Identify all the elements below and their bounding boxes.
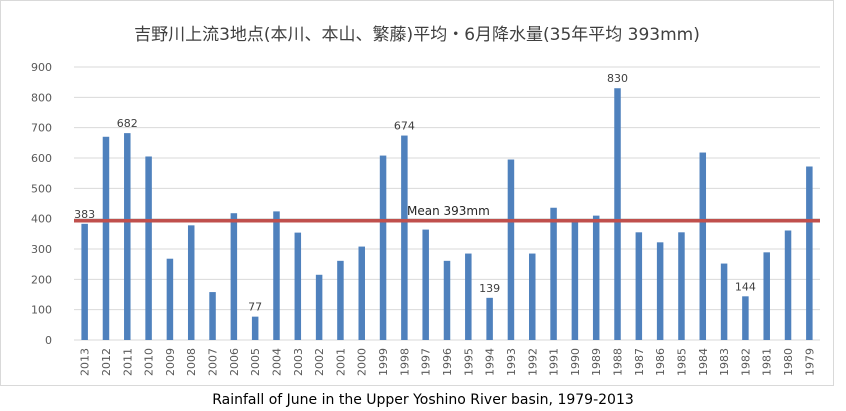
bar: [592, 215, 600, 340]
x-axis-ticks: 2013 2012 2011 2010 2009 2008 2007 2006 2005 2004…: [79, 348, 817, 376]
x-tick-label: 1980: [782, 348, 795, 376]
data-label: 139: [479, 282, 500, 295]
bar: [379, 155, 387, 340]
x-tick-label: 2003: [292, 348, 305, 376]
mean-line-group: Mean 393mm: [74, 204, 820, 223]
x-tick-label: 2006: [228, 348, 241, 376]
y-tick-label: 400: [31, 213, 52, 226]
x-tick-label: 1982: [739, 348, 752, 376]
x-tick-label: 1979: [803, 348, 816, 376]
x-tick-label: 1989: [590, 348, 603, 376]
data-label: 144: [735, 280, 756, 293]
y-tick-label: 100: [31, 304, 52, 317]
bar: [358, 246, 365, 340]
bar: [145, 156, 152, 340]
bar: [720, 263, 728, 340]
data-label: 77: [248, 301, 262, 314]
x-tick-label: 2005: [249, 348, 262, 376]
bar: [187, 225, 195, 340]
bar: [315, 274, 323, 340]
x-tick-label: 1992: [526, 348, 539, 376]
x-tick-label: 1996: [441, 348, 454, 376]
bar: [571, 220, 579, 340]
x-tick-label: 1984: [697, 348, 710, 376]
y-tick-label: 800: [31, 91, 52, 104]
x-tick-label: 2007: [207, 348, 220, 376]
x-tick-label: 2004: [270, 348, 283, 376]
x-tick-label: 2011: [121, 348, 134, 376]
data-labels: 383 682 77 674 139 830 144: [74, 72, 756, 313]
y-tick-label: 600: [31, 152, 52, 165]
bar: [294, 232, 302, 340]
y-tick-label: 0: [45, 334, 52, 347]
bar: [742, 296, 749, 340]
x-tick-label: 1985: [675, 348, 688, 376]
bar: [806, 166, 813, 340]
x-tick-label: 1981: [761, 348, 774, 376]
bar: [251, 316, 259, 340]
x-tick-label: 1983: [718, 348, 731, 376]
x-tick-label: 1986: [654, 348, 667, 376]
y-tick-label: 500: [31, 182, 52, 195]
y-tick-label: 200: [31, 273, 52, 286]
y-axis-ticks: 0 100 200 300 400 500 600 700 800 900: [31, 61, 52, 347]
bar: [614, 88, 621, 340]
x-tick-label: 1998: [398, 348, 411, 376]
bar: [635, 232, 643, 340]
x-tick-label: 1988: [612, 348, 625, 376]
bar: [337, 260, 344, 340]
bar: [273, 211, 280, 340]
x-tick-label: 1993: [505, 348, 518, 376]
x-tick-label: 2002: [313, 348, 326, 376]
bar: [465, 253, 472, 340]
x-tick-label: 2012: [100, 348, 113, 376]
x-tick-label: 1994: [484, 348, 497, 376]
x-tick-label: 2009: [164, 348, 177, 376]
data-label: 383: [74, 208, 95, 221]
y-tick-label: 900: [31, 61, 52, 74]
chart-title: 吉野川上流3地点(本川、本山、繁藤)平均・6月降水量(35年平均 393mm): [134, 25, 700, 45]
x-tick-label: 1999: [377, 348, 390, 376]
bar: [401, 135, 408, 340]
bars: [81, 88, 813, 340]
x-tick-label: 1991: [548, 348, 561, 376]
chart-caption: Rainfall of June in the Upper Yoshino Ri…: [212, 392, 634, 408]
x-tick-label: 2010: [143, 348, 156, 376]
x-tick-label: 2001: [334, 348, 347, 376]
x-tick-label: 2008: [185, 348, 198, 376]
bar: [102, 136, 110, 340]
y-tick-label: 700: [31, 122, 52, 135]
bar: [209, 292, 216, 340]
bar: [422, 229, 429, 340]
bar: [124, 133, 131, 340]
data-label: 674: [394, 120, 415, 133]
bar: [529, 253, 536, 340]
mean-label: Mean 393mm: [407, 204, 490, 218]
bar: [443, 260, 451, 340]
y-tick-label: 300: [31, 243, 52, 256]
bar: [166, 258, 174, 340]
x-tick-label: 1990: [569, 348, 582, 376]
bar: [784, 230, 792, 340]
x-tick-label: 2000: [356, 348, 369, 376]
bar: [763, 252, 770, 340]
bar: [507, 159, 515, 340]
data-label: 682: [117, 117, 138, 130]
x-tick-label: 2013: [79, 348, 92, 376]
bar: [656, 242, 664, 340]
bar: [678, 232, 685, 340]
bar: [550, 207, 557, 340]
data-label: 830: [607, 72, 628, 85]
chart-frame: [0, 0, 834, 386]
bar: [81, 223, 88, 340]
bar: [486, 297, 493, 340]
x-tick-label: 1997: [420, 348, 433, 376]
x-tick-label: 1995: [462, 348, 475, 376]
x-tick-label: 1987: [633, 348, 646, 376]
bar: [699, 152, 707, 340]
bar: [230, 213, 238, 340]
